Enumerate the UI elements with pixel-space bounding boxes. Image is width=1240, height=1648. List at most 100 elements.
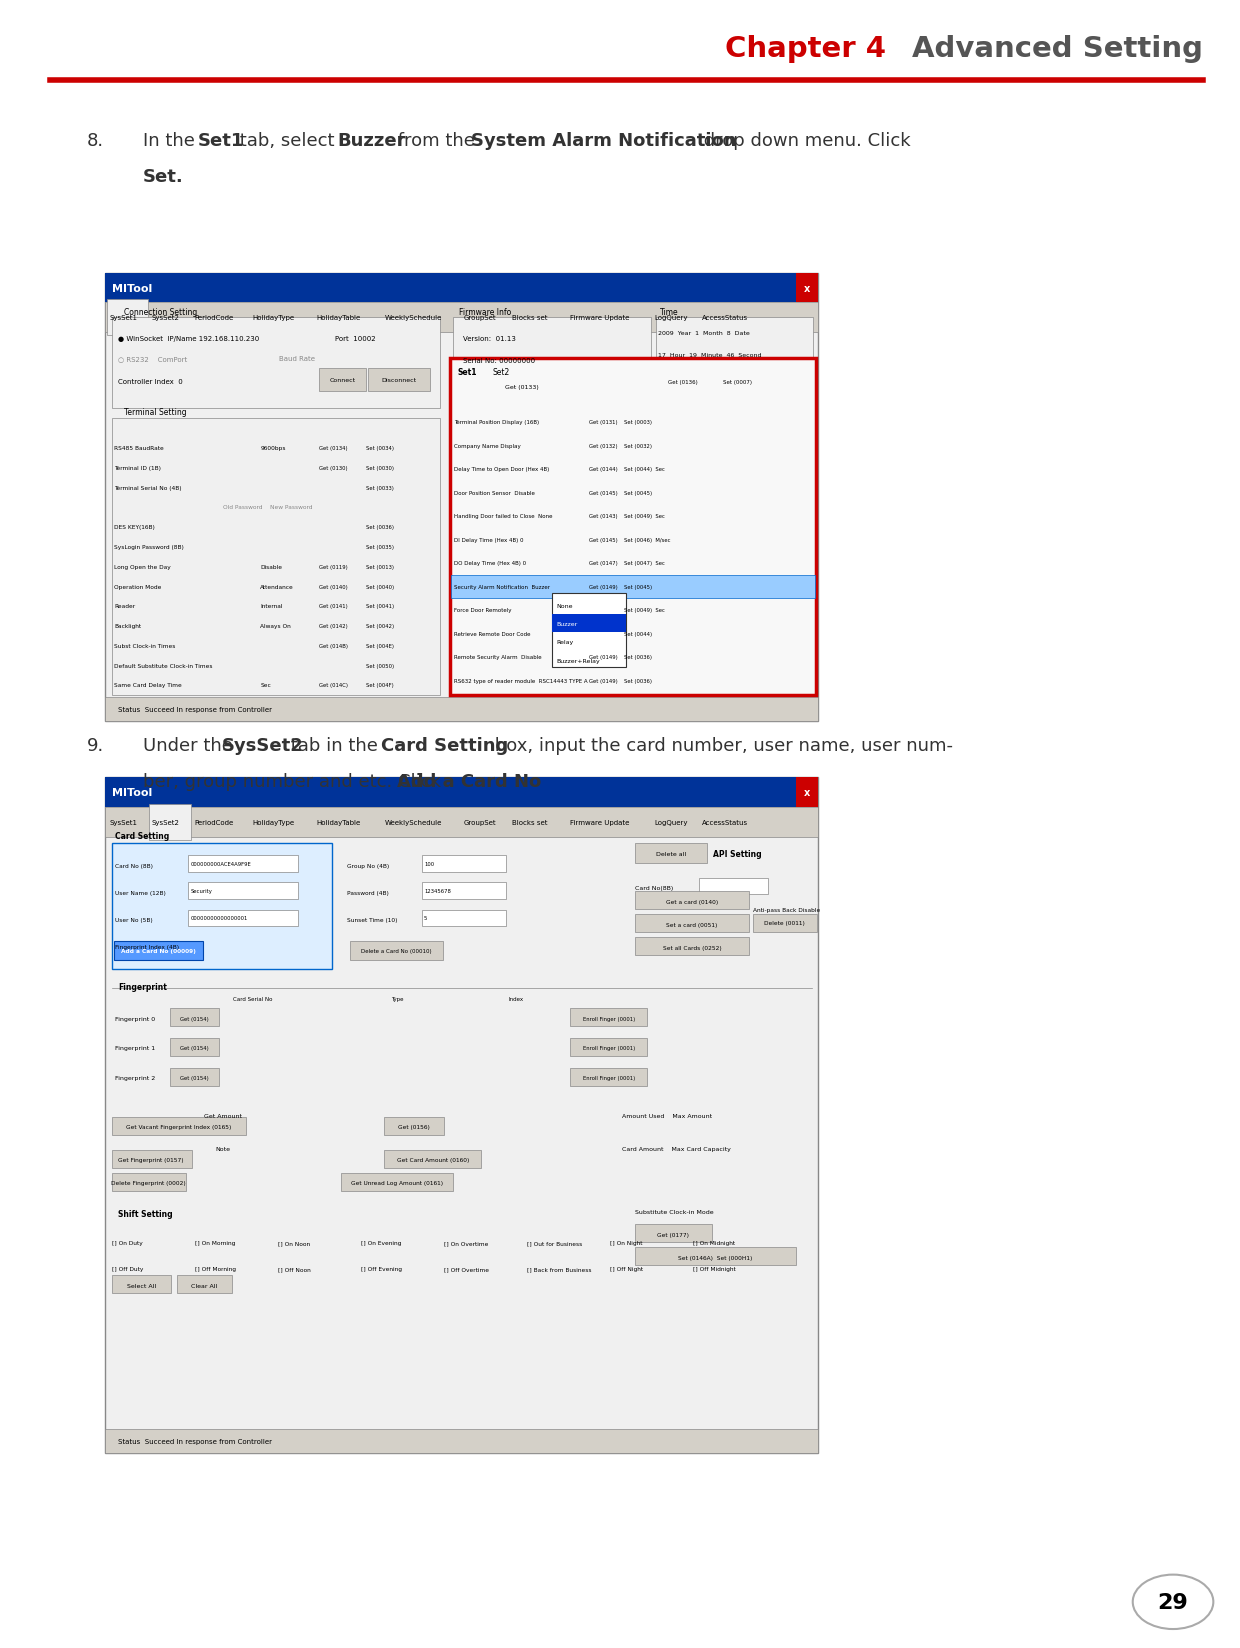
Text: Buzzer: Buzzer — [337, 132, 405, 150]
Text: Get (0154): Get (0154) — [180, 1045, 210, 1051]
Text: Under the: Under the — [143, 737, 238, 755]
Text: [] Off Overtime: [] Off Overtime — [444, 1266, 489, 1272]
Text: from the: from the — [392, 132, 480, 150]
Text: HolidayType: HolidayType — [253, 315, 295, 321]
Text: Long Open the Day: Long Open the Day — [114, 564, 171, 570]
Text: Index: Index — [508, 995, 523, 1002]
Text: Retrieve Remote Door Code: Retrieve Remote Door Code — [454, 631, 531, 636]
Text: Set1: Set1 — [458, 368, 477, 377]
Text: Operation Mode: Operation Mode — [114, 583, 161, 590]
Text: Set (0034): Set (0034) — [366, 445, 394, 452]
Text: Card No (8B): Card No (8B) — [115, 864, 154, 868]
Text: System Alarm Notification: System Alarm Notification — [471, 132, 737, 150]
Text: Terminal Position Display (16B): Terminal Position Display (16B) — [454, 420, 539, 425]
Text: Disable: Disable — [260, 564, 283, 570]
Text: Enroll Finger (0001): Enroll Finger (0001) — [583, 1045, 635, 1051]
Text: Get (014C): Get (014C) — [319, 682, 347, 689]
Text: Serial No: 00000000: Serial No: 00000000 — [463, 358, 534, 364]
Text: In the: In the — [143, 132, 200, 150]
Text: Shift Setting: Shift Setting — [118, 1210, 172, 1218]
Text: AccessStatus: AccessStatus — [702, 315, 749, 321]
Text: Firmware Update: Firmware Update — [570, 819, 630, 826]
Text: Blocks set: Blocks set — [512, 315, 547, 321]
Text: User Name (12B): User Name (12B) — [115, 890, 166, 895]
Text: Enroll Finger (0001): Enroll Finger (0001) — [583, 1015, 635, 1022]
Text: SysSet1: SysSet1 — [109, 315, 138, 321]
Text: Port  10002: Port 10002 — [335, 336, 376, 343]
Text: Set all Cards (0252): Set all Cards (0252) — [662, 944, 722, 951]
Text: Get (0149): Get (0149) — [589, 654, 618, 659]
Text: Add a Card No (00009): Add a Card No (00009) — [122, 948, 196, 954]
Text: Backlight: Backlight — [114, 623, 141, 630]
Text: Get (0136): Get (0136) — [668, 379, 698, 386]
Text: Internal: Internal — [260, 603, 283, 610]
Text: x: x — [804, 788, 811, 798]
Text: 00000000000000001: 00000000000000001 — [191, 916, 248, 921]
Text: 9600bps: 9600bps — [260, 445, 286, 452]
Text: Firmware Info: Firmware Info — [459, 308, 511, 316]
Text: WeeklySchedule: WeeklySchedule — [384, 819, 443, 826]
Text: Set (0047)  Sec: Set (0047) Sec — [624, 560, 665, 565]
Text: Connection Setting: Connection Setting — [124, 308, 197, 316]
Text: Set (0032): Set (0032) — [624, 443, 652, 448]
Text: Blocks set: Blocks set — [512, 819, 547, 826]
Text: Set (0050): Set (0050) — [366, 662, 394, 669]
Text: Delete (0011): Delete (0011) — [765, 920, 805, 926]
Text: API Setting: API Setting — [713, 849, 761, 859]
Text: Set (0030): Set (0030) — [366, 465, 394, 471]
Text: Get (0119): Get (0119) — [319, 564, 347, 570]
Text: Fingerprint: Fingerprint — [118, 982, 166, 990]
Text: HolidayType: HolidayType — [253, 819, 295, 826]
Text: [] Off Night: [] Off Night — [610, 1266, 644, 1272]
Text: MITool: MITool — [112, 788, 151, 798]
Text: Get Fingerprint (0157): Get Fingerprint (0157) — [119, 1157, 184, 1163]
Text: Set (0036): Set (0036) — [624, 654, 652, 659]
Text: Anti-pass Back Disable: Anti-pass Back Disable — [753, 906, 820, 913]
Text: [] Off Morning: [] Off Morning — [195, 1266, 236, 1272]
Text: Get a card (0140): Get a card (0140) — [666, 898, 718, 905]
Text: Set (0035): Set (0035) — [366, 544, 394, 550]
Text: SysSet2: SysSet2 — [222, 737, 304, 755]
Text: SysSet2: SysSet2 — [151, 819, 180, 826]
Text: Set (0040): Set (0040) — [366, 583, 394, 590]
Text: Get Amount: Get Amount — [205, 1112, 242, 1119]
Text: DES KEY(16B): DES KEY(16B) — [114, 524, 155, 531]
Text: Delete a Card No (00010): Delete a Card No (00010) — [362, 948, 432, 954]
Text: DI Delay Time (Hex 4B) 0: DI Delay Time (Hex 4B) 0 — [454, 537, 523, 542]
Text: Status  Succeed In response from Controller: Status Succeed In response from Controll… — [118, 1439, 272, 1444]
Text: Time: Time — [660, 308, 678, 316]
Text: SysLogin Password (8B): SysLogin Password (8B) — [114, 544, 184, 550]
Text: [] Off Duty: [] Off Duty — [112, 1266, 143, 1272]
Text: Get (0142): Get (0142) — [319, 623, 347, 630]
Text: Set (0003): Set (0003) — [624, 420, 652, 425]
Text: Security Alarm Notification  Buzzer: Security Alarm Notification Buzzer — [454, 585, 549, 590]
Text: Delete Fingerprint (0002): Delete Fingerprint (0002) — [112, 1180, 186, 1187]
Text: 2009  Year  1  Month  8  Date: 2009 Year 1 Month 8 Date — [658, 331, 750, 336]
Text: 8.: 8. — [87, 132, 104, 150]
Text: Default Substitute Clock-in Times: Default Substitute Clock-in Times — [114, 662, 212, 669]
Text: Set (0045): Set (0045) — [624, 491, 652, 496]
Text: [] Off Midnight: [] Off Midnight — [693, 1266, 735, 1272]
Text: Delay Time to Open Door (Hex 4B): Delay Time to Open Door (Hex 4B) — [454, 466, 549, 471]
Text: drop down menu. Click: drop down menu. Click — [697, 132, 910, 150]
Text: 5: 5 — [424, 916, 428, 921]
Text: x: x — [804, 283, 811, 293]
Text: Get (0145): Get (0145) — [589, 537, 618, 542]
Text: Get (0156): Get (0156) — [398, 1124, 430, 1131]
Text: Company Name Display: Company Name Display — [454, 443, 521, 448]
Text: SysSet1: SysSet1 — [109, 819, 138, 826]
Text: Old Password    New Password: Old Password New Password — [223, 504, 312, 511]
Text: Terminal ID (1B): Terminal ID (1B) — [114, 465, 161, 471]
Text: Handling Door failed to Close  None: Handling Door failed to Close None — [454, 514, 552, 519]
Text: Note: Note — [216, 1145, 231, 1152]
Text: .: . — [515, 773, 520, 791]
Text: ○ RS232    ComPort: ○ RS232 ComPort — [118, 356, 187, 363]
Text: DO Delay Time (Hex 4B) 0: DO Delay Time (Hex 4B) 0 — [454, 560, 526, 565]
Text: [] Off Noon: [] Off Noon — [278, 1266, 310, 1272]
Text: Force Door Remotely: Force Door Remotely — [454, 608, 511, 613]
Text: Set (0044): Set (0044) — [624, 631, 652, 636]
Text: Version:  01.13: Version: 01.13 — [463, 336, 516, 343]
Text: Card Serial No: Card Serial No — [233, 995, 273, 1002]
Text: box, input the card number, user name, user num-: box, input the card number, user name, u… — [489, 737, 954, 755]
Text: RS632 type of reader module  RSC14443 TYPE A: RS632 type of reader module RSC14443 TYP… — [454, 679, 588, 684]
